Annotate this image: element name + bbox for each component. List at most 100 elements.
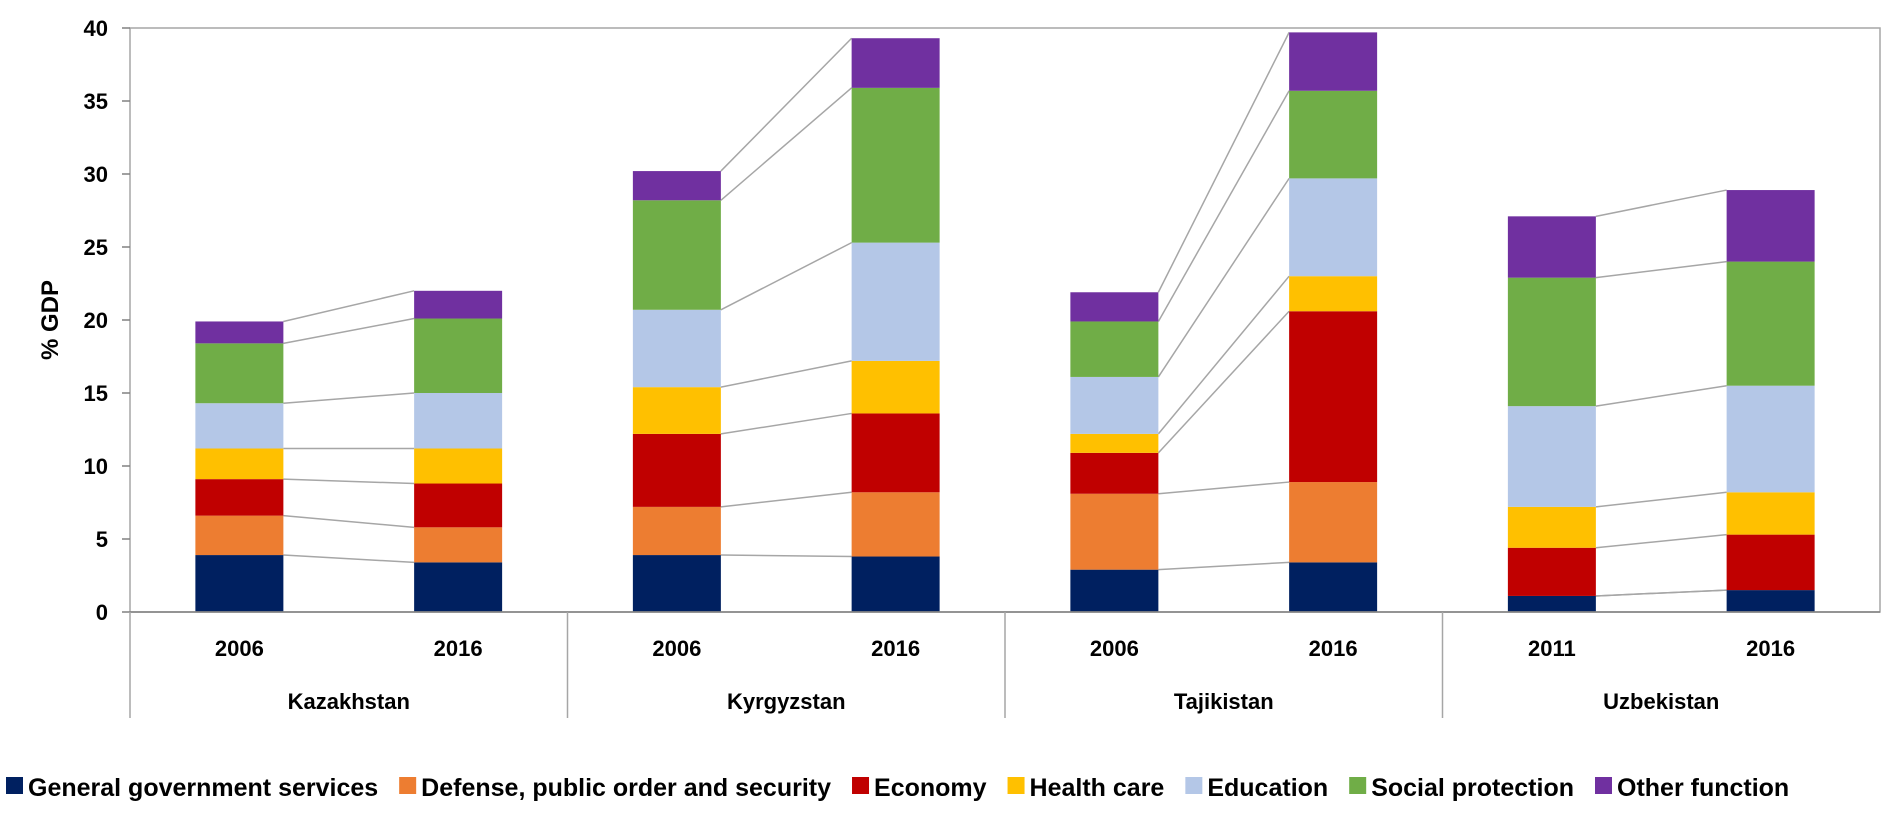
bar-segment bbox=[1070, 493, 1159, 570]
bar-segment bbox=[1070, 452, 1159, 494]
legend-swatch bbox=[1185, 777, 1203, 794]
y-tick-label: 40 bbox=[84, 16, 108, 41]
x-tick-label: 2006 bbox=[1090, 636, 1139, 661]
bar-segment bbox=[632, 309, 721, 388]
series-connector-line bbox=[1595, 384, 1727, 407]
y-tick-label: 35 bbox=[84, 89, 108, 114]
series-connector-line bbox=[1595, 260, 1727, 279]
bar-segment bbox=[1726, 534, 1815, 591]
group-label: Tajikistan bbox=[1174, 689, 1274, 714]
y-tick-label: 15 bbox=[84, 381, 108, 406]
bar-segment bbox=[1726, 190, 1815, 262]
bar-segment bbox=[632, 200, 721, 310]
bar-segment bbox=[851, 413, 940, 493]
legend-swatch bbox=[852, 777, 870, 794]
axes: 0 5 10 15 20 25 30 35 40 bbox=[84, 16, 1881, 718]
bar-segment bbox=[195, 448, 284, 480]
series-connector-line bbox=[720, 37, 853, 172]
series-connector-line bbox=[283, 478, 415, 485]
bars bbox=[195, 32, 1815, 612]
bar-segment bbox=[414, 448, 503, 484]
series-connector-line bbox=[1595, 533, 1727, 549]
legend-item: Health care bbox=[1007, 774, 1165, 802]
bar-segment bbox=[1507, 595, 1596, 612]
x-tick-label: 2016 bbox=[434, 636, 483, 661]
legend-swatch bbox=[1595, 777, 1612, 794]
legend-item: Social protection bbox=[1349, 774, 1574, 802]
bar-segment bbox=[632, 387, 721, 434]
series-connector-line bbox=[720, 491, 852, 508]
y-tick-label: 5 bbox=[96, 527, 108, 552]
bar-segment bbox=[414, 483, 503, 528]
bar-segment bbox=[414, 393, 503, 449]
bar-segment bbox=[851, 360, 940, 414]
category-labels: 2006 2016 Kazakhstan 2006 2016 Kyrgyzstan 2006… bbox=[215, 636, 1795, 714]
legend-swatch bbox=[1007, 777, 1025, 794]
y-tick-label: 25 bbox=[84, 235, 108, 260]
bar-segment bbox=[195, 403, 284, 449]
legend-label: Health care bbox=[1030, 774, 1165, 802]
bar-segment bbox=[1289, 178, 1378, 277]
legend-item: Education bbox=[1185, 774, 1328, 802]
legend-label: Social protection bbox=[1371, 774, 1574, 802]
legend-swatch bbox=[6, 777, 23, 794]
legend-swatch bbox=[1349, 777, 1367, 794]
bar-segment bbox=[1289, 90, 1378, 179]
legend-item: Economy bbox=[852, 774, 987, 802]
bar-segment bbox=[414, 562, 503, 612]
x-tick-label: 2016 bbox=[1309, 636, 1358, 661]
bar-segment bbox=[632, 433, 721, 507]
bar-segment bbox=[851, 87, 940, 243]
bar-segment bbox=[851, 492, 940, 557]
bar-segment bbox=[632, 171, 721, 201]
series-connector-line bbox=[1595, 189, 1727, 218]
series-connector-line bbox=[1595, 589, 1727, 597]
legend-item: Other function bbox=[1595, 774, 1789, 802]
bar-segment bbox=[851, 38, 940, 88]
series-connector-line bbox=[720, 412, 852, 435]
bar-segment bbox=[632, 506, 721, 556]
y-tick-label: 0 bbox=[96, 600, 108, 625]
bar-segment bbox=[1507, 216, 1596, 278]
series-connector-line bbox=[1595, 491, 1727, 508]
bar-segment bbox=[1070, 321, 1159, 377]
bar-segment bbox=[414, 290, 503, 319]
bar-segment bbox=[1070, 569, 1159, 612]
series-connector-line bbox=[1157, 310, 1290, 454]
bar-segment bbox=[414, 527, 503, 563]
series-connector-line bbox=[1157, 90, 1290, 322]
plot-frame bbox=[129, 27, 1881, 613]
bar-segment bbox=[1726, 492, 1815, 535]
y-tick-label: 10 bbox=[84, 454, 108, 479]
series-connector-line bbox=[283, 392, 415, 404]
bar-segment bbox=[414, 318, 503, 393]
legend: General government services Defense, publ… bbox=[6, 774, 1789, 802]
bar-segment bbox=[1726, 261, 1815, 386]
bar-segment bbox=[1289, 482, 1378, 563]
bar-segment bbox=[1289, 562, 1378, 612]
y-axis-label: % GDP bbox=[37, 280, 64, 360]
series-connector-line bbox=[720, 360, 852, 388]
legend-label: Education bbox=[1207, 774, 1328, 802]
bar-segment bbox=[1726, 590, 1815, 612]
bar-segment bbox=[195, 321, 284, 344]
series-connector-line bbox=[283, 290, 415, 323]
connector-lines bbox=[283, 32, 1727, 597]
x-tick-label: 2016 bbox=[1746, 636, 1795, 661]
legend-label: Economy bbox=[874, 774, 987, 802]
bar-segment bbox=[1507, 506, 1596, 548]
series-connector-line bbox=[1157, 32, 1290, 293]
legend-swatch bbox=[399, 777, 417, 794]
series-connector-line bbox=[1157, 275, 1290, 435]
x-tick-label: 2011 bbox=[1528, 636, 1576, 661]
series-connector-line bbox=[283, 514, 415, 529]
bar-segment bbox=[195, 343, 284, 404]
bar-segment bbox=[195, 479, 284, 516]
x-tick-label: 2016 bbox=[871, 636, 920, 661]
series-connector-line bbox=[720, 241, 852, 311]
legend-label: Defense, public order and security bbox=[421, 774, 831, 802]
series-connector-line bbox=[283, 317, 415, 345]
series-connector-line bbox=[1157, 177, 1290, 378]
y-tick-label: 30 bbox=[84, 162, 108, 187]
